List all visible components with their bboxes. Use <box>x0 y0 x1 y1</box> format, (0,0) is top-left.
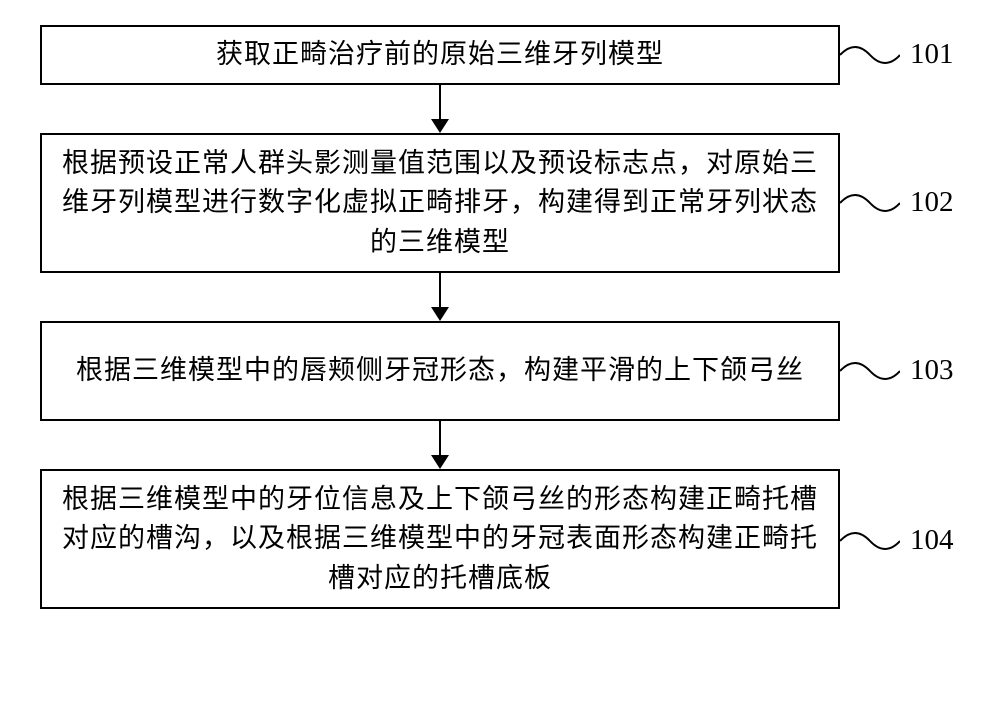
step-text-104: 根据三维模型中的牙位信息及上下颌弓丝的形态构建正畸托槽对应的槽沟，以及根据三维模… <box>62 480 818 597</box>
step-text-102: 根据预设正常人群头影测量值范围以及预设标志点，对原始三维牙列模型进行数字化虚拟正… <box>62 144 818 261</box>
arrow-line <box>439 421 441 459</box>
arrow-1 <box>40 85 840 133</box>
arrow-line <box>439 85 441 123</box>
arrow-head <box>431 455 449 469</box>
step-label-104: 104 <box>910 524 954 557</box>
arrow-3 <box>40 421 840 469</box>
arrow-head <box>431 119 449 133</box>
curve-connector-103 <box>840 355 900 387</box>
step-box-103: 根据三维模型中的唇颊侧牙冠形态，构建平滑的上下颌弓丝 <box>40 321 840 421</box>
step-label-101: 101 <box>910 38 954 71</box>
curve-connector-104 <box>840 525 900 557</box>
step-box-102: 根据预设正常人群头影测量值范围以及预设标志点，对原始三维牙列模型进行数字化虚拟正… <box>40 133 840 273</box>
flowchart-container: 获取正畸治疗前的原始三维牙列模型 根据预设正常人群头影测量值范围以及预设标志点，… <box>40 25 960 609</box>
step-box-104: 根据三维模型中的牙位信息及上下颌弓丝的形态构建正畸托槽对应的槽沟，以及根据三维模… <box>40 469 840 609</box>
step-text-103: 根据三维模型中的唇颊侧牙冠形态，构建平滑的上下颌弓丝 <box>76 351 804 390</box>
step-box-101: 获取正畸治疗前的原始三维牙列模型 <box>40 25 840 85</box>
step-label-103: 103 <box>910 354 954 387</box>
curve-connector-102 <box>840 187 900 219</box>
arrow-2 <box>40 273 840 321</box>
arrow-head <box>431 307 449 321</box>
arrow-line <box>439 273 441 311</box>
step-label-102: 102 <box>910 186 954 219</box>
curve-connector-101 <box>840 39 900 71</box>
step-text-101: 获取正畸治疗前的原始三维牙列模型 <box>216 35 664 74</box>
